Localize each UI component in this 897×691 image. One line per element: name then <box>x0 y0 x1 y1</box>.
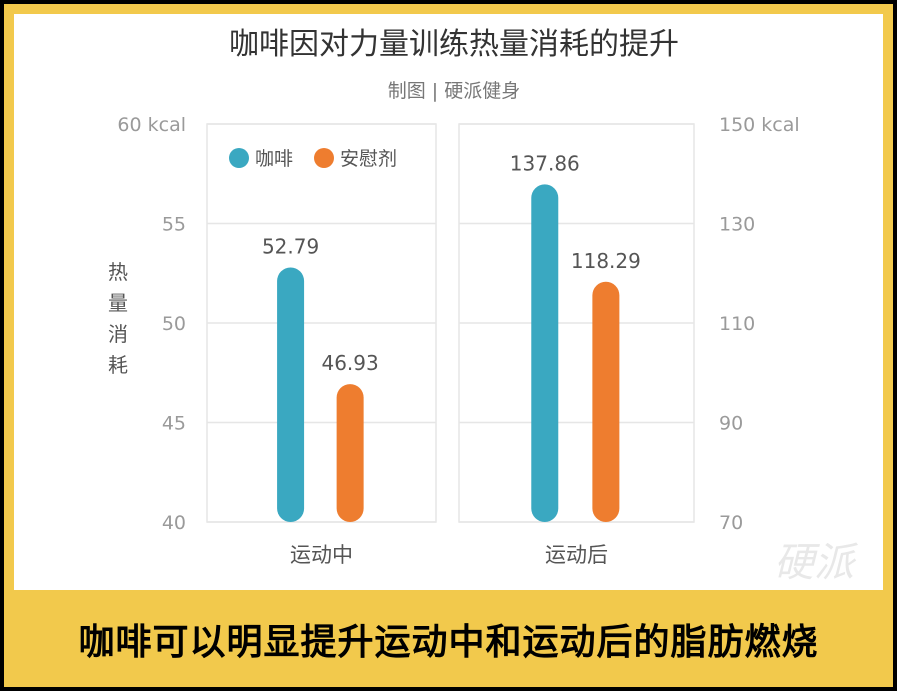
tick-label: 45 <box>162 413 186 435</box>
tick-label: 70 <box>719 512 743 534</box>
legend-marker <box>229 148 249 168</box>
tick-labels: 40 45 50 55 60 kcal 70 90 110 130 150 kcal <box>117 114 799 534</box>
data-label: 118.29 <box>571 249 641 273</box>
legend-marker <box>314 148 334 168</box>
legend-label: 咖啡 <box>255 148 293 170</box>
y-axis-label-char: 热 <box>108 260 128 284</box>
panel-frame <box>458 123 695 523</box>
tick-label: 40 <box>162 512 186 534</box>
bar <box>531 184 559 523</box>
tick-label: 55 <box>162 214 186 236</box>
chart: 咖啡因对力量训练热量消耗的提升 制图 | 硬派健身 热量消耗 40 45 50 55 6… <box>108 27 859 586</box>
bar <box>336 384 364 522</box>
y-axis-label-char: 耗 <box>108 353 128 377</box>
chart-subtitle: 制图 | 硬派健身 <box>388 80 520 102</box>
data-labels: 52.79 46.93 137.86 118.29 <box>262 151 641 375</box>
category-label: 运动后 <box>545 543 608 567</box>
y-axis-label: 热量消耗 <box>108 260 128 377</box>
bar <box>592 281 620 522</box>
data-label: 137.86 <box>510 151 580 175</box>
tick-label: 60 kcal <box>117 114 186 136</box>
banner-caption: 咖啡可以明显提升运动中和运动后的脂肪燃烧 <box>78 622 819 663</box>
bar <box>277 267 305 522</box>
category-label: 运动中 <box>290 543 353 567</box>
legend-label: 安慰剂 <box>340 148 397 170</box>
tick-label: 130 <box>719 214 755 236</box>
chart-panel: 咖啡因对力量训练热量消耗的提升 制图 | 硬派健身 热量消耗 40 45 50 55 6… <box>14 14 883 590</box>
tick-label: 110 <box>719 313 755 335</box>
y-axis-label-char: 量 <box>108 291 128 315</box>
tick-label: 50 <box>162 313 186 335</box>
legend: 咖啡 安慰剂 <box>229 148 397 170</box>
data-label: 46.93 <box>321 351 378 375</box>
tick-label: 150 kcal <box>719 114 800 136</box>
watermark: 硬派 <box>774 540 859 586</box>
tick-label: 90 <box>719 413 743 435</box>
panel-frame <box>206 123 437 523</box>
chart-title: 咖啡因对力量训练热量消耗的提升 <box>229 27 679 62</box>
y-axis-label-char: 消 <box>108 322 128 346</box>
bars <box>277 184 620 523</box>
data-label: 52.79 <box>262 234 319 258</box>
panel-frames <box>206 123 695 523</box>
category-labels: 运动中 运动后 <box>290 543 608 567</box>
